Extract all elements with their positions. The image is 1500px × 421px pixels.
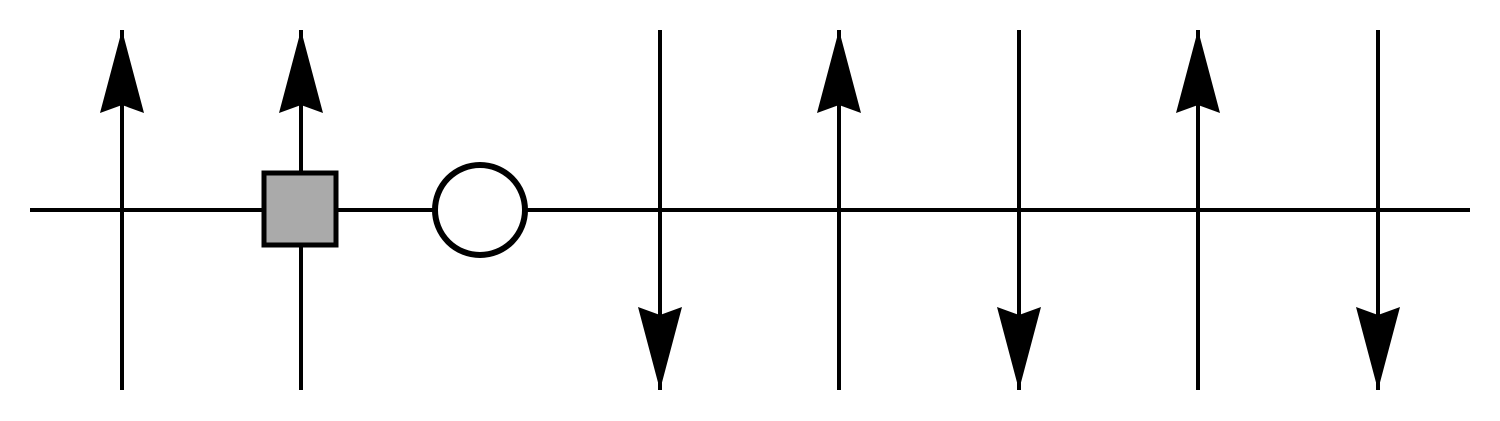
arrowhead-down-icon <box>997 307 1041 390</box>
circle-vertex <box>432 162 528 258</box>
arrowhead-up-icon <box>817 30 861 113</box>
arrowhead-up-icon <box>1176 30 1220 113</box>
square-vertex <box>261 170 339 248</box>
arrowhead-up-icon <box>100 30 144 113</box>
arrowhead-down-icon <box>638 307 682 390</box>
vertices <box>261 162 528 258</box>
arrowhead-down-icon <box>1356 307 1400 390</box>
arrowhead-up-icon <box>279 30 323 113</box>
